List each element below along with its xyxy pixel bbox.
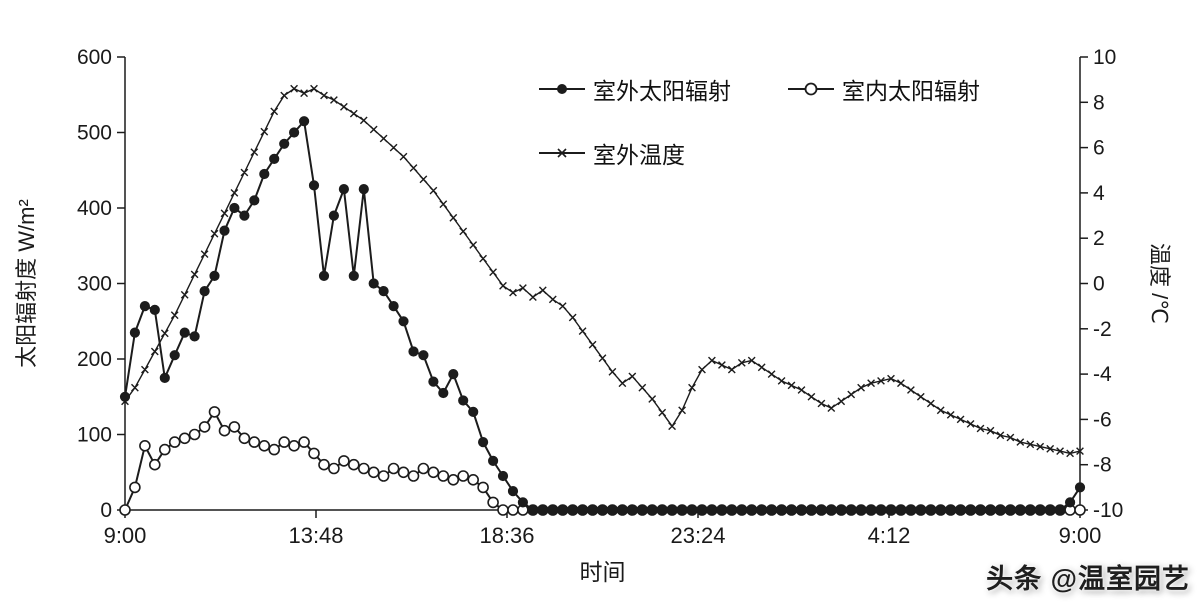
- svg-text:18:36: 18:36: [479, 523, 534, 548]
- svg-text:10: 10: [1093, 46, 1116, 69]
- left-axis-title: 太阳辐射度 W/m²: [14, 199, 39, 368]
- watermark-text: 头条 @温室园艺: [986, 564, 1190, 594]
- legend-item-outdoor-temperature: 室外温度: [538, 136, 685, 170]
- svg-text:600: 600: [77, 46, 112, 69]
- series-indoor-radiation: [119, 406, 1086, 516]
- svg-text:-4: -4: [1093, 363, 1112, 386]
- svg-text:9:00: 9:00: [104, 523, 147, 548]
- svg-text:0: 0: [100, 499, 112, 522]
- svg-text:-10: -10: [1093, 499, 1123, 522]
- svg-text:0: 0: [1093, 273, 1105, 296]
- svg-text:500: 500: [77, 122, 112, 145]
- right-axis-title: 温度 /℃: [1147, 243, 1172, 324]
- watermark: 头条 @温室园艺: [986, 557, 1190, 596]
- svg-text:6: 6: [1093, 137, 1105, 160]
- legend-item-outdoor-radiation: 室外太阳辐射: [538, 72, 731, 106]
- svg-text:100: 100: [77, 424, 112, 447]
- svg-text:-2: -2: [1093, 318, 1112, 341]
- svg-text:23:24: 23:24: [670, 523, 725, 548]
- svg-text:200: 200: [77, 348, 112, 371]
- chart-legend: 室外太阳辐射 室内太阳辐射 室外温度: [538, 72, 980, 170]
- legend-label-outdoor-radiation: 室外太阳辐射: [593, 78, 731, 104]
- legend-label-indoor-radiation: 室内太阳辐射: [842, 78, 980, 104]
- svg-text:300: 300: [77, 273, 112, 296]
- svg-text:-6: -6: [1093, 408, 1112, 431]
- x-axis-title: 时间: [580, 559, 626, 585]
- x-marker-icon: [539, 148, 585, 158]
- legend-label-outdoor-temperature: 室外温度: [593, 142, 685, 168]
- svg-text:4: 4: [1093, 182, 1105, 205]
- svg-text:8: 8: [1093, 91, 1105, 114]
- legend-item-indoor-radiation: 室内太阳辐射: [787, 72, 980, 106]
- open-circle-marker-icon: [788, 82, 834, 96]
- series-outdoor-radiation: [119, 116, 1086, 516]
- legend-row-1: 室外太阳辐射 室内太阳辐射: [538, 72, 980, 106]
- svg-text:9:00: 9:00: [1059, 523, 1102, 548]
- legend-row-2: 室外温度: [538, 136, 980, 170]
- svg-text:2: 2: [1093, 227, 1105, 250]
- filled-circle-marker-icon: [539, 84, 585, 94]
- svg-text:400: 400: [77, 197, 112, 220]
- svg-text:-8: -8: [1093, 454, 1112, 477]
- svg-text:13:48: 13:48: [288, 523, 343, 548]
- svg-text:4:12: 4:12: [868, 523, 911, 548]
